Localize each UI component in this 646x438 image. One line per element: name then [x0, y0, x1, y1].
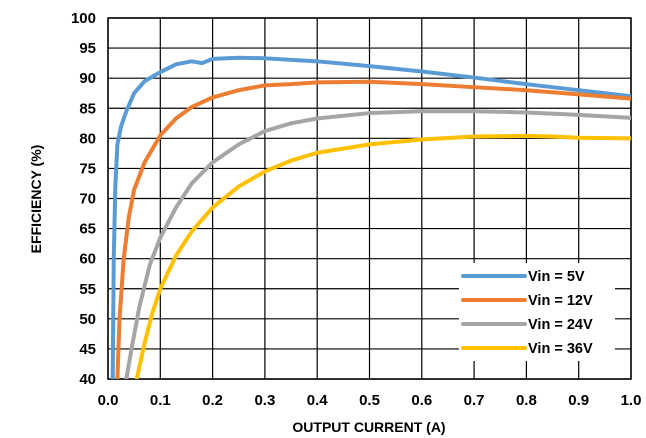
series-line-3: [124, 109, 631, 379]
x-tick-label: 0.0: [98, 392, 119, 409]
legend-label: Vin = 12V: [528, 293, 593, 309]
legend-background: [459, 263, 615, 361]
y-tick-label: 40: [79, 371, 96, 388]
legend: Vin = 5V Vin = 12V Vin = 24V Vin = 36V: [461, 269, 593, 357]
series-line-1: [110, 55, 631, 379]
x-tick-label: 0.4: [307, 392, 329, 409]
y-tick-label: 65: [79, 221, 96, 238]
y-tick-label: 45: [79, 341, 96, 358]
x-tick-label: 0.1: [150, 392, 171, 409]
x-tick-label: 0.9: [568, 392, 589, 409]
y-tick-label: 95: [79, 40, 96, 57]
series-line-2: [115, 79, 631, 379]
x-tick-label: 1.0: [621, 392, 642, 409]
x-axis-label: OUTPUT CURRENT (A): [292, 419, 445, 435]
y-tick-label: 50: [79, 311, 96, 328]
y-axis-label: EFFICIENCY (%): [28, 145, 44, 254]
plot-frame: [107, 17, 632, 380]
x-tick-label: 0.5: [359, 392, 380, 409]
x-tick-labels: 0.0 0.1 0.2 0.3 0.4 0.5 0.6 0.7 0.8 0.9 1.0: [98, 392, 642, 409]
x-tick-label: 0.2: [202, 392, 223, 409]
series-line-4: [134, 133, 631, 379]
legend-label: Vin = 24V: [528, 317, 593, 333]
y-tick-label: 70: [79, 191, 96, 208]
x-tick-label: 0.8: [516, 392, 537, 409]
y-tick-label: 75: [79, 160, 96, 177]
y-tick-labels: 40 45 50 55 60 65 70 75 80 85 90 95 100: [71, 10, 96, 388]
legend-label: Vin = 5V: [528, 269, 585, 285]
y-tick-label: 80: [79, 130, 96, 147]
y-tick-label: 100: [71, 10, 96, 27]
y-tick-label: 85: [79, 100, 96, 117]
x-tick-label: 0.6: [411, 392, 432, 409]
legend-label: Vin = 36V: [528, 341, 593, 357]
y-tick-label: 60: [79, 251, 96, 268]
x-tick-label: 0.7: [464, 392, 485, 409]
x-tick-label: 0.3: [254, 392, 275, 409]
y-tick-label: 55: [79, 281, 96, 298]
y-tick-label: 90: [79, 70, 96, 87]
series-lines: [110, 55, 631, 379]
